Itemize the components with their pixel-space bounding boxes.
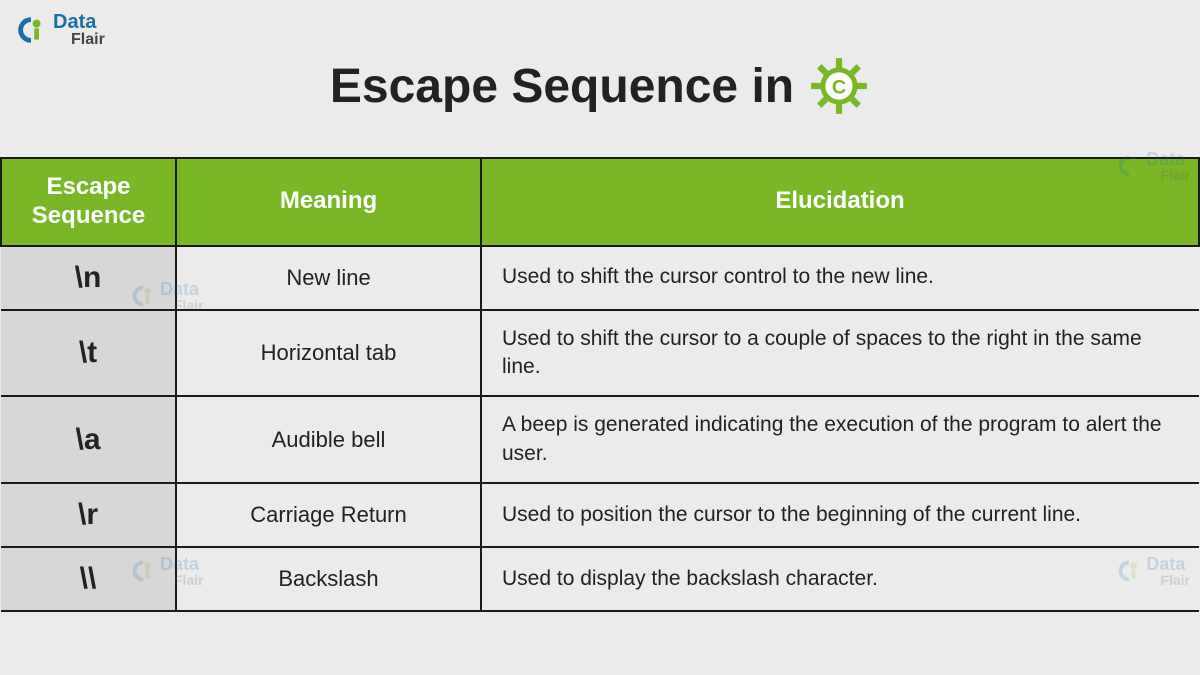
cell-seq: \a bbox=[1, 396, 176, 483]
table-header-row: Escape Sequence Meaning Elucidation bbox=[1, 158, 1199, 246]
cell-desc: Used to shift the cursor control to the … bbox=[481, 246, 1199, 310]
title-row: Escape Sequence in C bbox=[0, 0, 1200, 117]
cell-desc: Used to shift the cursor to a couple of … bbox=[481, 310, 1199, 397]
logo-text-bottom: Flair bbox=[71, 32, 105, 48]
cell-seq: \t bbox=[1, 310, 176, 397]
cell-desc: Used to position the cursor to the begin… bbox=[481, 483, 1199, 547]
cell-seq: \n bbox=[1, 246, 176, 310]
table-row: \n New line Used to shift the cursor con… bbox=[1, 246, 1199, 310]
col-header-meaning: Meaning bbox=[176, 158, 481, 246]
escape-sequence-table: Escape Sequence Meaning Elucidation \n N… bbox=[0, 157, 1200, 612]
brand-logo: Data Flair bbox=[15, 12, 105, 48]
table-row: \r Carriage Return Used to position the … bbox=[1, 483, 1199, 547]
logo-text: Data Flair bbox=[53, 12, 105, 48]
col-header-seq: Escape Sequence bbox=[1, 158, 176, 246]
logo-text-top: Data bbox=[53, 12, 105, 32]
page-title: Escape Sequence in bbox=[330, 59, 794, 114]
col-header-desc: Elucidation bbox=[481, 158, 1199, 246]
cell-meaning: Backslash bbox=[176, 547, 481, 611]
table-row: \t Horizontal tab Used to shift the curs… bbox=[1, 310, 1199, 397]
cell-meaning: Horizontal tab bbox=[176, 310, 481, 397]
cell-meaning: New line bbox=[176, 246, 481, 310]
table-row: \\ Backslash Used to display the backsla… bbox=[1, 547, 1199, 611]
cell-desc: A beep is generated indicating the execu… bbox=[481, 396, 1199, 483]
cell-meaning: Carriage Return bbox=[176, 483, 481, 547]
svg-text:C: C bbox=[832, 76, 846, 98]
cell-meaning: Audible bell bbox=[176, 396, 481, 483]
cell-desc: Used to display the backslash character. bbox=[481, 547, 1199, 611]
cell-seq: \\ bbox=[1, 547, 176, 611]
c-gear-icon: C bbox=[808, 55, 870, 117]
cell-seq: \r bbox=[1, 483, 176, 547]
table-row: \a Audible bell A beep is generated indi… bbox=[1, 396, 1199, 483]
logo-mark-icon bbox=[15, 14, 47, 46]
